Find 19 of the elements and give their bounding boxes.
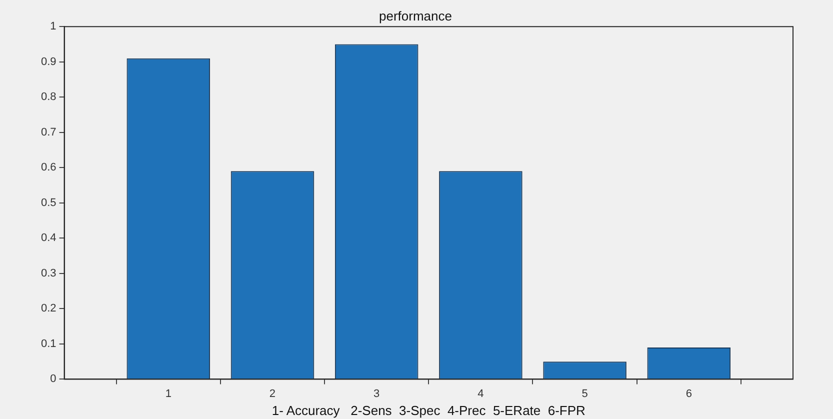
x-tick-label: 5 [582, 388, 588, 400]
y-tick-label: 0.2 [40, 302, 56, 315]
y-tick-label: 0.3 [40, 267, 56, 280]
y-tick-label: 0.1 [40, 338, 56, 350]
x-axis-title: 1- Accuracy 2-Sens 3-Spec 4-Prec 5-ERate 6-FPR [272, 402, 586, 418]
y-tick-label: 1 [50, 20, 56, 33]
x-tick-label: 1 [165, 388, 172, 400]
x-tick-label: 6 [686, 388, 692, 400]
x-tick-label: 3 [374, 388, 380, 400]
y-tick-label: 0.8 [40, 91, 56, 104]
y-tick-label: 0.9 [40, 56, 56, 68]
x-tick-label: 2 [269, 388, 276, 400]
chart-title: performance [379, 8, 452, 24]
x-tick-label: 4 [478, 388, 484, 400]
y-tick-label: 0.7 [40, 126, 56, 138]
y-tick-label: 0.6 [40, 162, 56, 174]
y-tick-label: 0.5 [40, 196, 56, 209]
y-tick-label: 0.4 [40, 232, 56, 244]
y-tick-label: 0 [50, 373, 56, 386]
